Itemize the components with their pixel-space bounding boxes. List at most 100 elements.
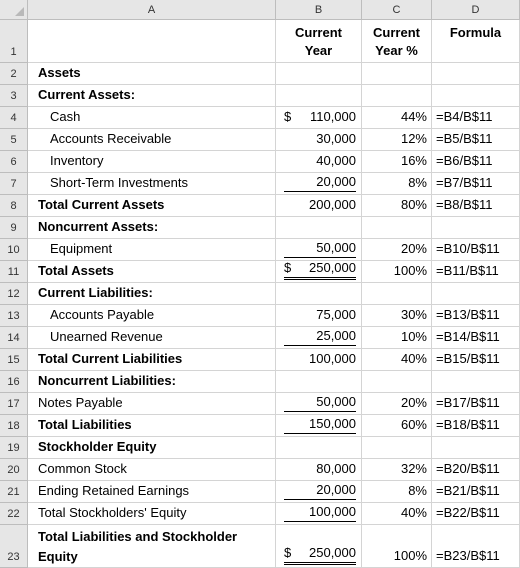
cell-d[interactable]: =B23/B$11 (432, 525, 520, 568)
cell-a[interactable]: Equipment (28, 239, 276, 261)
cell-c[interactable] (362, 85, 432, 107)
cell-a[interactable]: Noncurrent Liabilities: (28, 371, 276, 393)
cell-b[interactable]: 50,000 (276, 393, 362, 415)
cell-c[interactable]: 20% (362, 393, 432, 415)
cell-c[interactable] (362, 283, 432, 305)
cell-c[interactable]: Current Year % (362, 20, 432, 63)
cell-d[interactable]: =B18/B$11 (432, 415, 520, 437)
row-header[interactable]: 20 (0, 459, 28, 481)
row-header[interactable]: 8 (0, 195, 28, 217)
cell-c[interactable] (362, 63, 432, 85)
cell-d[interactable] (432, 85, 520, 107)
cell-d[interactable] (432, 283, 520, 305)
cell-a[interactable]: Ending Retained Earnings (28, 481, 276, 503)
cell-b[interactable]: 200,000 (276, 195, 362, 217)
cell-b[interactable]: 20,000 (276, 173, 362, 195)
row-header[interactable]: 12 (0, 283, 28, 305)
cell-d[interactable]: =B15/B$11 (432, 349, 520, 371)
row-header[interactable]: 15 (0, 349, 28, 371)
cell-d[interactable]: =B10/B$11 (432, 239, 520, 261)
cell-b[interactable]: 100,000 (276, 503, 362, 525)
cell-c[interactable]: 60% (362, 415, 432, 437)
cell-b[interactable]: 100,000 (276, 349, 362, 371)
cell-b[interactable]: $250,000 (276, 260, 362, 283)
row-header[interactable]: 1 (0, 20, 28, 63)
row-header[interactable]: 22 (0, 503, 28, 525)
cell-c[interactable] (362, 437, 432, 459)
cell-c[interactable]: 20% (362, 239, 432, 261)
cell-d[interactable] (432, 437, 520, 459)
cell-a[interactable]: Total Liabilities and Stockholder Equity (28, 525, 276, 568)
cell-a[interactable]: Notes Payable (28, 393, 276, 415)
row-header[interactable]: 4 (0, 107, 28, 129)
cell-d[interactable]: =B22/B$11 (432, 503, 520, 525)
cell-a[interactable]: Cash (28, 107, 276, 129)
row-header[interactable]: 23 (0, 525, 28, 568)
cell-b[interactable]: 150,000 (276, 415, 362, 437)
cell-b[interactable] (276, 371, 362, 393)
cell-c[interactable] (362, 217, 432, 239)
row-header[interactable]: 17 (0, 393, 28, 415)
cell-a[interactable]: Assets (28, 63, 276, 85)
cell-b[interactable] (276, 85, 362, 107)
row-header[interactable]: 21 (0, 481, 28, 503)
cell-b[interactable] (276, 63, 362, 85)
cell-c[interactable]: 40% (362, 349, 432, 371)
column-header-c[interactable]: C (362, 0, 432, 20)
cell-b[interactable] (276, 437, 362, 459)
row-header[interactable]: 10 (0, 239, 28, 261)
cell-b[interactable]: 25,000 (276, 327, 362, 349)
row-header[interactable]: 9 (0, 217, 28, 239)
column-header-b[interactable]: B (276, 0, 362, 20)
cell-b[interactable]: 40,000 (276, 151, 362, 173)
cell-d[interactable] (432, 371, 520, 393)
cell-d[interactable] (432, 63, 520, 85)
cell-b[interactable] (276, 217, 362, 239)
cell-b[interactable]: 50,000 (276, 239, 362, 261)
cell-d[interactable]: =B13/B$11 (432, 305, 520, 327)
cell-a[interactable]: Current Liabilities: (28, 283, 276, 305)
cell-d[interactable]: =B5/B$11 (432, 129, 520, 151)
cell-b[interactable] (276, 283, 362, 305)
cell-c[interactable]: 8% (362, 481, 432, 503)
row-header[interactable]: 3 (0, 85, 28, 107)
cell-a[interactable]: Current Assets: (28, 85, 276, 107)
cell-c[interactable]: 12% (362, 129, 432, 151)
cell-c[interactable]: 44% (362, 107, 432, 129)
cell-d[interactable]: =B7/B$11 (432, 173, 520, 195)
row-header[interactable]: 18 (0, 415, 28, 437)
row-header[interactable]: 2 (0, 63, 28, 85)
cell-a[interactable]: Common Stock (28, 459, 276, 481)
cell-a[interactable]: Total Assets (28, 261, 276, 283)
row-header[interactable]: 7 (0, 173, 28, 195)
cell-c[interactable]: 30% (362, 305, 432, 327)
row-header[interactable]: 6 (0, 151, 28, 173)
cell-a[interactable] (28, 20, 276, 63)
cell-c[interactable]: 40% (362, 503, 432, 525)
cell-b[interactable]: 20,000 (276, 481, 362, 503)
row-header[interactable]: 5 (0, 129, 28, 151)
cell-d[interactable] (432, 217, 520, 239)
row-header[interactable]: 11 (0, 261, 28, 283)
cell-a[interactable]: Inventory (28, 151, 276, 173)
column-header-d[interactable]: D (432, 0, 520, 20)
cell-d[interactable]: =B17/B$11 (432, 393, 520, 415)
cell-b[interactable]: 75,000 (276, 305, 362, 327)
row-header[interactable]: 19 (0, 437, 28, 459)
cell-c[interactable]: 8% (362, 173, 432, 195)
cell-a[interactable]: Short-Term Investments (28, 173, 276, 195)
cell-c[interactable]: 32% (362, 459, 432, 481)
cell-a[interactable]: Total Liabilities (28, 415, 276, 437)
cell-d[interactable]: =B11/B$11 (432, 261, 520, 283)
column-header-a[interactable]: A (28, 0, 276, 20)
cell-b[interactable]: 30,000 (276, 129, 362, 151)
cell-a[interactable]: Total Current Liabilities (28, 349, 276, 371)
cell-d[interactable]: =B21/B$11 (432, 481, 520, 503)
cell-c[interactable]: 100% (362, 261, 432, 283)
cell-a[interactable]: Accounts Receivable (28, 129, 276, 151)
cell-c[interactable]: 10% (362, 327, 432, 349)
cell-b[interactable]: $250,000 (276, 525, 362, 568)
cell-b[interactable]: $110,000 (276, 107, 362, 129)
cell-a[interactable]: Unearned Revenue (28, 327, 276, 349)
cell-d[interactable]: Formula (432, 20, 520, 63)
